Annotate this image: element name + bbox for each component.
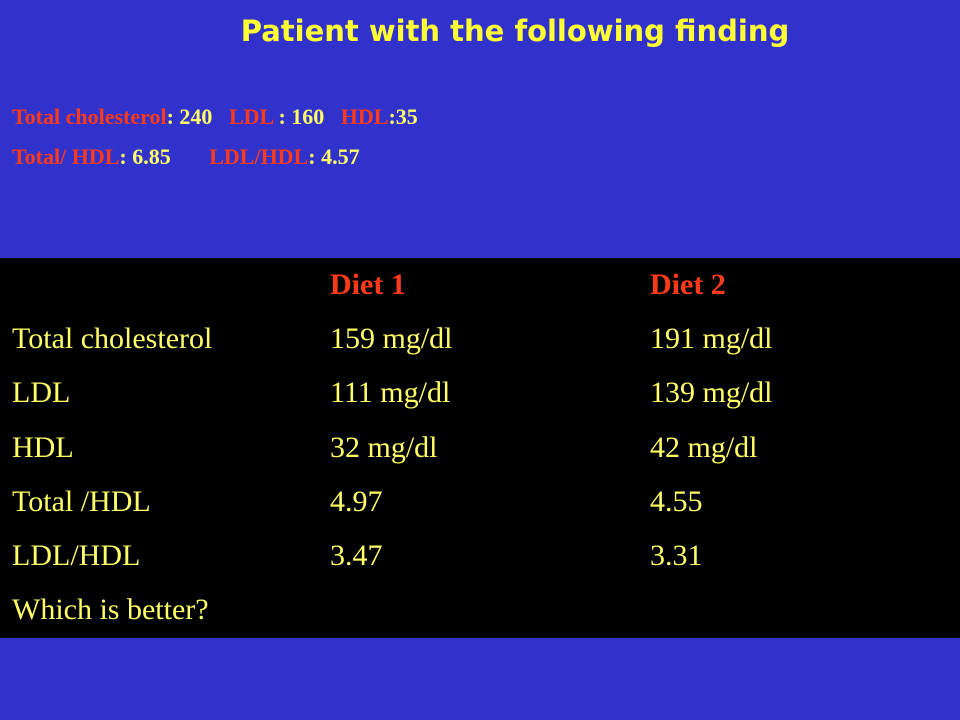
finding-line: Total/ HDL: 6.85 LDL/HDL: 4.57 — [12, 144, 360, 170]
finding-segment: Total cholesterol — [12, 104, 167, 129]
finding-segment: HDL — [340, 104, 389, 129]
row-label: LDL — [12, 376, 71, 410]
finding-segment: LDL/HDL — [209, 144, 309, 169]
title: Patient with the following finding — [240, 14, 790, 48]
table-cell: 32 mg/dl — [330, 430, 438, 464]
row-label: HDL — [12, 430, 74, 464]
row-label: Total cholesterol — [12, 322, 213, 356]
row-label: LDL/HDL — [12, 539, 141, 572]
row-label: Total /HDL — [12, 484, 151, 518]
column-header: Diet 2 — [650, 268, 726, 301]
table-cell: 4.55 — [650, 484, 703, 518]
finding-segment: : 6.85 — [119, 144, 210, 169]
table-cell: 191 mg/dl — [650, 322, 773, 356]
finding-segment: : 240 — [166, 104, 229, 129]
table-cell: 3.31 — [650, 539, 703, 572]
finding-segment: Total/ HDL — [12, 144, 120, 169]
table-cell: 159 mg/dl — [330, 322, 453, 356]
table-cell: 111 mg/dl — [330, 376, 451, 410]
column-header: Diet 1 — [330, 268, 406, 301]
finding-line: Total cholesterol: 240 LDL : 160 HDL:35 — [12, 104, 418, 130]
table-cell: 42 mg/dl — [650, 430, 758, 464]
finding-segment: : 160 — [272, 104, 341, 129]
table: Diet 1 Diet 2 Total cholesterol 159 mg/dl 19… — [0, 258, 960, 638]
table-cell: 4.97 — [330, 484, 383, 518]
finding-segment: LDL — [228, 104, 273, 129]
finding-segment: : 4.57 — [308, 144, 360, 169]
row-label: Which is better? — [12, 593, 209, 627]
table-cell: 3.47 — [330, 539, 383, 572]
finding-segment: :35 — [388, 104, 418, 129]
table-cell: 139 mg/dl — [650, 376, 773, 410]
